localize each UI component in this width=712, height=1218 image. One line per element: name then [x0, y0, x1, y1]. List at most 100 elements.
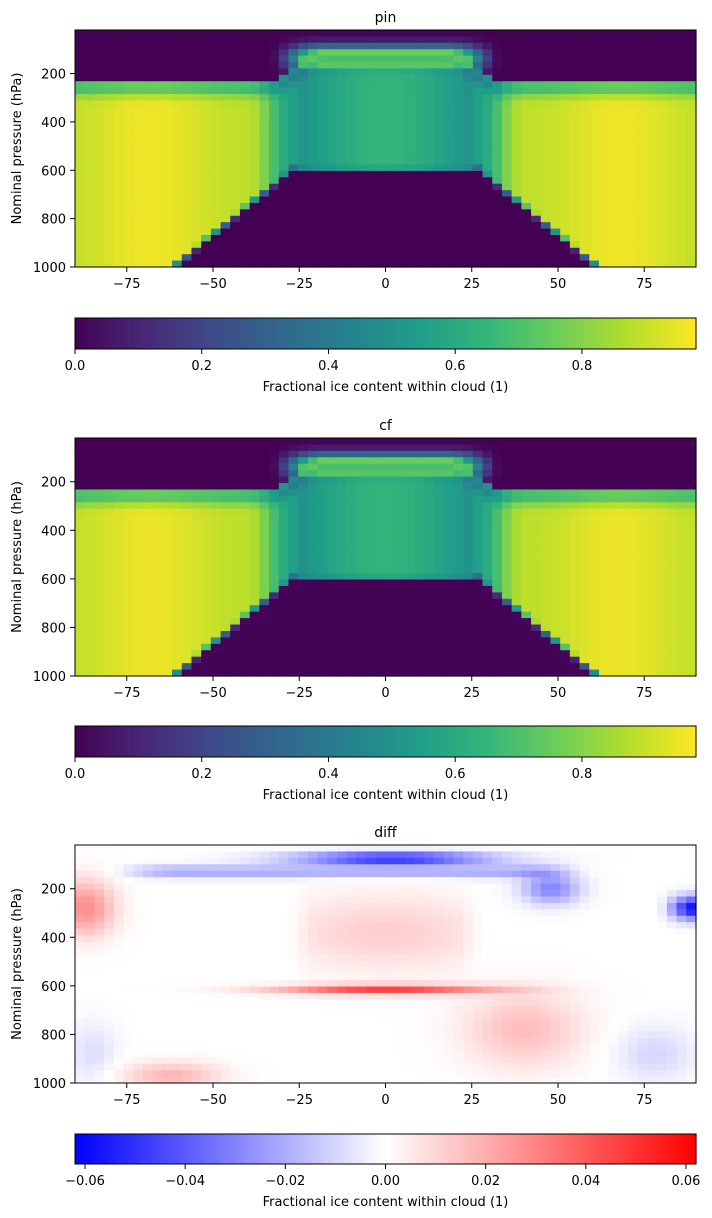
panel-cf: cf−75 −50 −25 0 25 50 752004006008001000Nomina…: [10, 418, 697, 803]
heatmap-cell: [201, 119, 212, 127]
heatmap-cell: [366, 234, 377, 242]
heatmap-cell: [550, 457, 561, 465]
heatmap-cell: [249, 126, 260, 134]
heatmap-cell: [346, 138, 357, 146]
heatmap-cell: [540, 566, 552, 574]
heatmap-cell: [113, 515, 125, 523]
heatmap-cell: [317, 521, 328, 529]
heatmap-cell: [133, 540, 144, 548]
heatmap-cell: [278, 470, 290, 478]
heatmap-cell: [288, 489, 299, 497]
heatmap-cell: [346, 260, 357, 268]
heatmap-cell: [84, 495, 95, 503]
heatmap-cell: [424, 202, 435, 210]
heatmap-cell: [288, 183, 299, 191]
heatmap-cell: [307, 483, 319, 491]
heatmap-cell: [84, 598, 95, 606]
colorbar-swatch: [249, 318, 255, 349]
heatmap-cell: [84, 62, 95, 70]
colorbar-swatch: [668, 318, 674, 349]
heatmap-cell: [288, 598, 299, 606]
heatmap-cell: [259, 624, 270, 632]
heatmap-cell: [133, 605, 144, 613]
heatmap-cell: [647, 36, 658, 44]
heatmap-cell: [608, 132, 619, 140]
heatmap-cell: [288, 566, 299, 574]
heatmap-cell: [453, 247, 464, 255]
heatmap-cell: [443, 151, 455, 159]
heatmap-cell: [666, 598, 678, 606]
heatmap-cell: [307, 592, 319, 600]
y-tick-label: 200: [41, 68, 66, 83]
heatmap-cell: [181, 215, 193, 223]
heatmap-cell: [463, 489, 474, 497]
heatmap-cell: [94, 598, 105, 606]
heatmap-cell: [142, 94, 154, 102]
heatmap-cell: [453, 540, 464, 548]
heatmap-cell: [375, 196, 387, 204]
colorbar-swatch: [633, 318, 639, 349]
heatmap-cell: [278, 228, 290, 236]
heatmap-cell: [278, 177, 290, 185]
heatmap-cell: [676, 637, 687, 645]
heatmap-cell: [201, 164, 212, 172]
heatmap-cell: [336, 100, 348, 108]
heatmap-cell: [239, 202, 251, 210]
heatmap-cell: [560, 643, 571, 651]
heatmap-cell: [84, 177, 95, 185]
heatmap-cell: [511, 36, 522, 44]
heatmap-cell: [472, 502, 484, 510]
heatmap-cell: [434, 49, 445, 57]
heatmap-cell: [142, 30, 154, 38]
heatmap-cell: [84, 605, 95, 613]
heatmap-cell: [569, 138, 581, 146]
heatmap-cell: [550, 62, 561, 70]
heatmap-cell: [579, 579, 590, 587]
heatmap-cell: [569, 515, 581, 523]
heatmap-cell: [657, 113, 668, 121]
heatmap-cell: [501, 515, 513, 523]
heatmap-cell: [463, 605, 474, 613]
colorbar-swatch: [82, 726, 88, 757]
heatmap-cell: [472, 145, 484, 153]
heatmap-cell: [210, 119, 222, 127]
heatmap-cell: [666, 553, 678, 561]
heatmap-cell: [172, 669, 183, 677]
heatmap-cell: [540, 598, 552, 606]
heatmap-cell: [501, 656, 513, 664]
heatmap-cell: [637, 592, 649, 600]
heatmap-cell: [434, 470, 445, 478]
heatmap-cell: [288, 30, 299, 38]
heatmap-cell: [152, 151, 163, 159]
y-axis-label: Nominal pressure (hPa): [10, 73, 25, 225]
heatmap-cell: [443, 68, 455, 76]
heatmap-cell: [356, 457, 367, 465]
heatmap-cell: [172, 158, 183, 166]
heatmap-cell: [482, 540, 493, 548]
heatmap-cell: [637, 196, 649, 204]
heatmap-cell: [113, 81, 125, 89]
heatmap-cell: [521, 592, 532, 600]
heatmap-cell: [259, 228, 270, 236]
heatmap-cell: [366, 247, 377, 255]
heatmap-cell: [482, 483, 493, 491]
heatmap-cell: [220, 611, 231, 619]
heatmap-cell: [298, 151, 309, 159]
heatmap-cell: [366, 534, 377, 542]
heatmap-cell: [395, 444, 406, 452]
heatmap-cell: [637, 637, 649, 645]
heatmap-cell: [637, 438, 649, 446]
heatmap-cell: [307, 202, 319, 210]
heatmap-cell: [579, 241, 590, 249]
heatmap-cell: [414, 113, 425, 121]
heatmap-cell: [579, 502, 590, 510]
heatmap-cell: [375, 81, 387, 89]
heatmap-cell: [569, 650, 581, 658]
x-tick-label: 75: [636, 277, 653, 292]
heatmap-cell: [608, 650, 619, 658]
heatmap-cell: [162, 247, 173, 255]
heatmap-cell: [569, 228, 581, 236]
heatmap-cell: [356, 579, 367, 587]
heatmap-cell: [463, 457, 474, 465]
